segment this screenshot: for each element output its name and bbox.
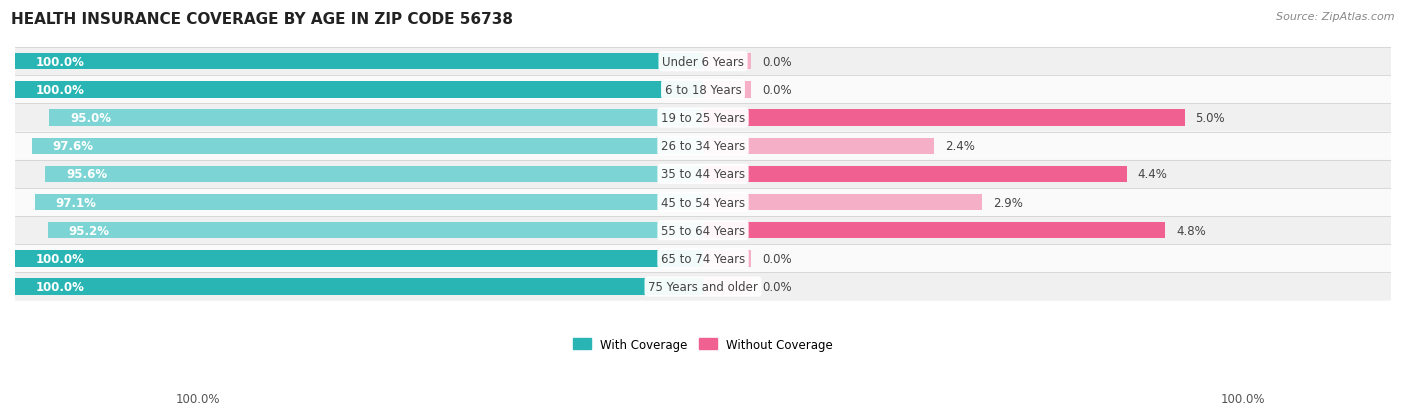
Text: 100.0%: 100.0% — [1220, 392, 1265, 405]
Text: 4.8%: 4.8% — [1177, 224, 1206, 237]
Bar — [49, 110, 703, 126]
Bar — [703, 223, 1166, 239]
Text: 100.0%: 100.0% — [35, 56, 84, 69]
Text: 55 to 64 Years: 55 to 64 Years — [661, 224, 745, 237]
FancyBboxPatch shape — [15, 160, 1391, 188]
FancyBboxPatch shape — [15, 48, 1391, 76]
Text: 0.0%: 0.0% — [762, 252, 792, 265]
Bar — [703, 251, 751, 267]
Bar — [703, 279, 751, 295]
Text: 2.9%: 2.9% — [993, 196, 1024, 209]
Text: 5.0%: 5.0% — [1195, 112, 1225, 125]
Text: 95.0%: 95.0% — [70, 112, 111, 125]
Bar — [48, 223, 703, 239]
Text: 0.0%: 0.0% — [762, 280, 792, 293]
Text: 75 Years and older: 75 Years and older — [648, 280, 758, 293]
Text: 26 to 34 Years: 26 to 34 Years — [661, 140, 745, 153]
Text: 45 to 54 Years: 45 to 54 Years — [661, 196, 745, 209]
Text: 100.0%: 100.0% — [35, 280, 84, 293]
FancyBboxPatch shape — [15, 188, 1391, 216]
Legend: With Coverage, Without Coverage: With Coverage, Without Coverage — [572, 338, 834, 351]
Bar — [15, 82, 703, 98]
Bar — [703, 166, 1126, 183]
Text: 100.0%: 100.0% — [35, 84, 84, 97]
FancyBboxPatch shape — [15, 245, 1391, 273]
Bar — [35, 195, 703, 211]
Text: 19 to 25 Years: 19 to 25 Years — [661, 112, 745, 125]
Bar — [703, 82, 751, 98]
Bar — [703, 54, 751, 70]
FancyBboxPatch shape — [15, 104, 1391, 132]
Bar — [15, 279, 703, 295]
Text: 100.0%: 100.0% — [176, 392, 221, 405]
Bar — [15, 251, 703, 267]
Text: HEALTH INSURANCE COVERAGE BY AGE IN ZIP CODE 56738: HEALTH INSURANCE COVERAGE BY AGE IN ZIP … — [11, 12, 513, 27]
Bar — [703, 110, 1185, 126]
Text: 97.1%: 97.1% — [56, 196, 97, 209]
Text: 95.2%: 95.2% — [69, 224, 110, 237]
Text: 35 to 44 Years: 35 to 44 Years — [661, 168, 745, 181]
Text: 2.4%: 2.4% — [945, 140, 974, 153]
Text: 65 to 74 Years: 65 to 74 Years — [661, 252, 745, 265]
Bar — [703, 138, 934, 154]
Text: 97.6%: 97.6% — [52, 140, 93, 153]
Bar — [45, 166, 703, 183]
Text: 100.0%: 100.0% — [35, 252, 84, 265]
Text: 4.4%: 4.4% — [1137, 168, 1168, 181]
FancyBboxPatch shape — [15, 273, 1391, 301]
Bar — [31, 138, 703, 154]
Text: Under 6 Years: Under 6 Years — [662, 56, 744, 69]
Text: Source: ZipAtlas.com: Source: ZipAtlas.com — [1277, 12, 1395, 22]
Text: 6 to 18 Years: 6 to 18 Years — [665, 84, 741, 97]
FancyBboxPatch shape — [15, 76, 1391, 104]
Bar — [15, 54, 703, 70]
FancyBboxPatch shape — [15, 132, 1391, 160]
Text: 95.6%: 95.6% — [66, 168, 107, 181]
Text: 0.0%: 0.0% — [762, 56, 792, 69]
Text: 0.0%: 0.0% — [762, 84, 792, 97]
FancyBboxPatch shape — [15, 216, 1391, 245]
Bar — [703, 195, 983, 211]
